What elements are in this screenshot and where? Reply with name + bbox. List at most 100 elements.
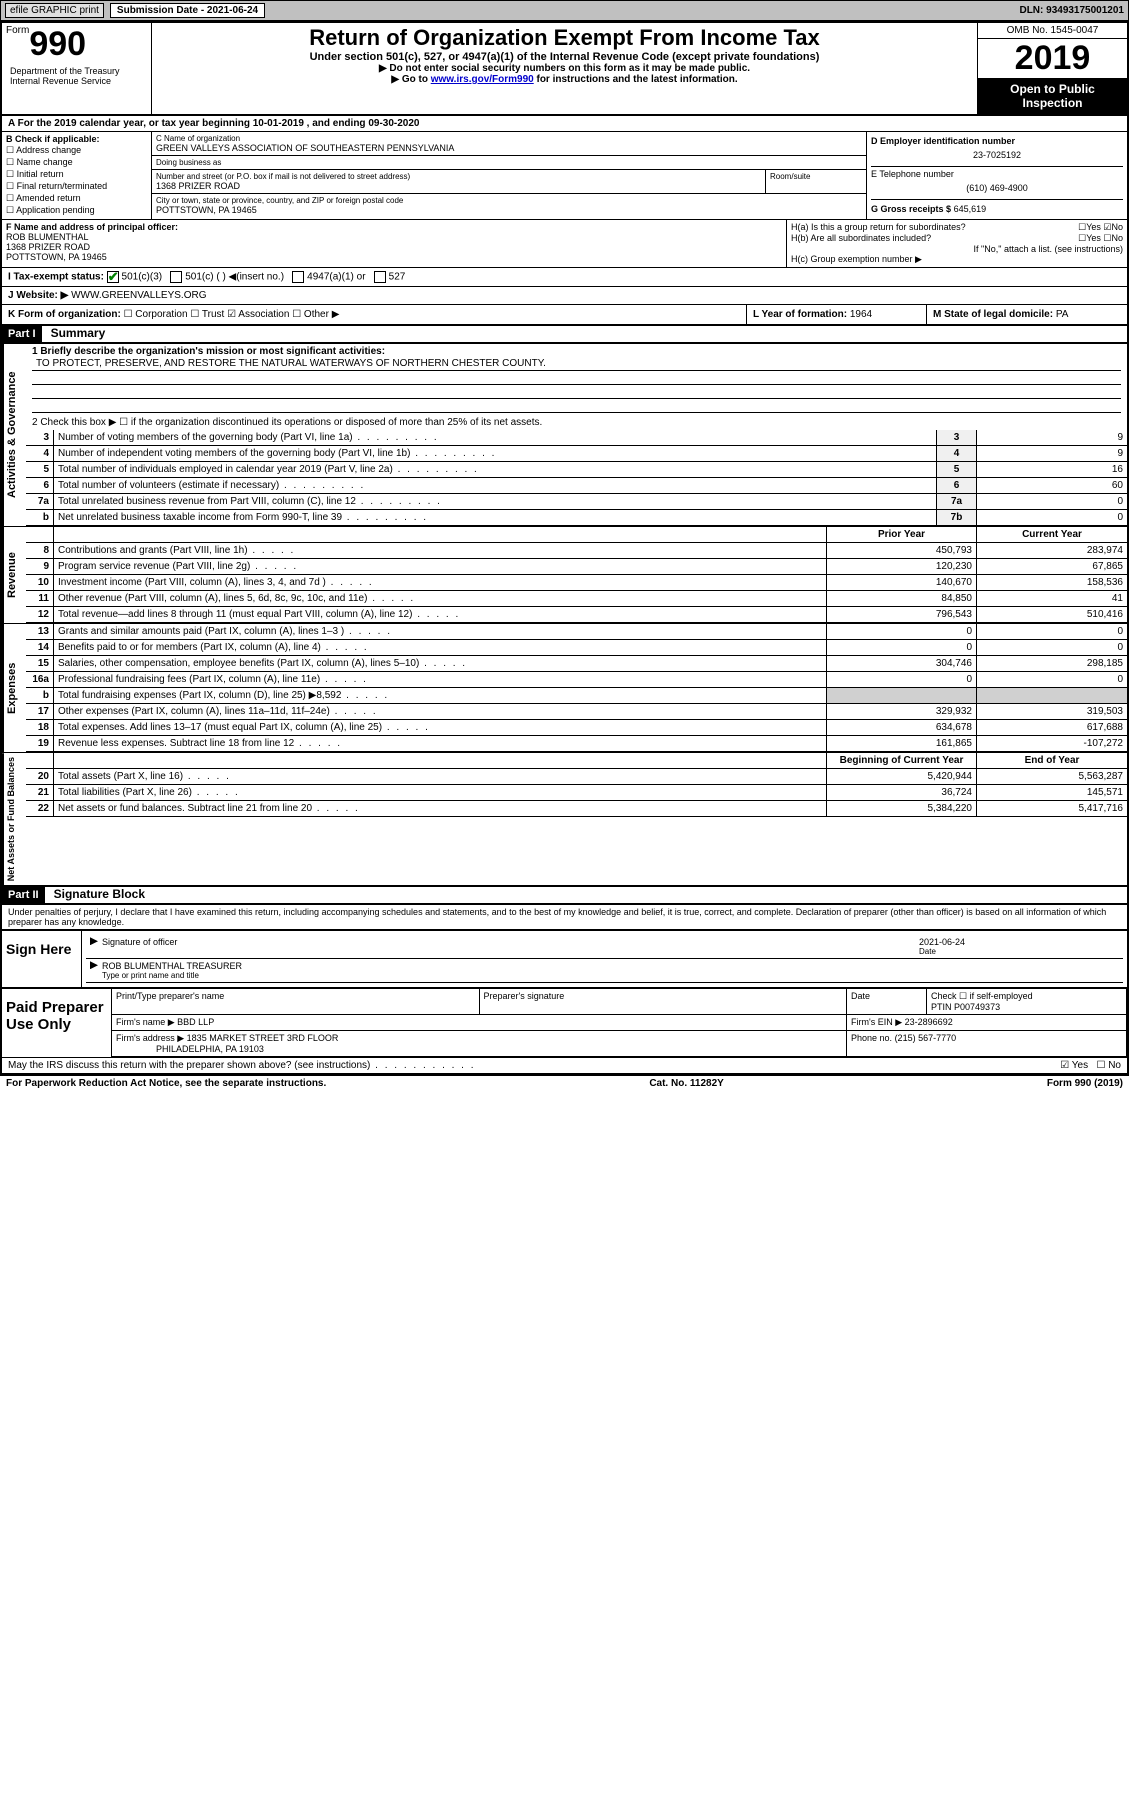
preparer-header-row: Print/Type preparer's name Preparer's si…: [112, 989, 1127, 1015]
firm-phone: (215) 567-7770: [895, 1033, 957, 1043]
end-year-header: End of Year: [977, 753, 1127, 768]
col-headers-netassets: Beginning of Current Year End of Year: [26, 753, 1127, 769]
expenses-side: Expenses: [2, 624, 26, 752]
form-990: Form990 Department of the Treasury Inter…: [0, 21, 1129, 1075]
cat-no: Cat. No. 11282Y: [649, 1078, 723, 1089]
begin-year-header: Beginning of Current Year: [827, 753, 977, 768]
line-17: 17 Other expenses (Part IX, column (A), …: [26, 704, 1127, 720]
chk-4947[interactable]: [292, 271, 304, 283]
line-15: 15 Salaries, other compensation, employe…: [26, 656, 1127, 672]
year-box: OMB No. 1545-0047 2019 Open to Public In…: [977, 23, 1127, 114]
firm-addr-row: Firm's address ▶ 1835 MARKET STREET 3RD …: [112, 1031, 1127, 1057]
officer-name-line: ROB BLUMENTHAL TREASURER Type or print n…: [86, 959, 1123, 983]
line-14: 14 Benefits paid to or for members (Part…: [26, 640, 1127, 656]
part1-header-row: Part I Summary: [2, 324, 1127, 343]
city-state-zip: POTTSTOWN, PA 19465: [156, 205, 862, 215]
line-4: 4 Number of independent voting members o…: [26, 446, 1127, 462]
preparer-block: Paid Preparer Use Only Print/Type prepar…: [2, 987, 1127, 1057]
dba-box: Doing business as: [152, 156, 866, 170]
hb-yes[interactable]: ☐Yes: [1078, 233, 1101, 244]
form-title: Return of Organization Exempt From Incom…: [156, 25, 973, 51]
city-box: City or town, state or province, country…: [152, 194, 866, 217]
line-20: 20 Total assets (Part X, line 16) . . . …: [26, 769, 1127, 785]
submission-date: Submission Date - 2021-06-24: [110, 3, 265, 18]
line-9: 9 Program service revenue (Part VIII, li…: [26, 559, 1127, 575]
ha-yes[interactable]: ☐Yes: [1078, 222, 1101, 233]
hb-no[interactable]: ☐No: [1103, 233, 1123, 244]
ein-value: 23-7025192: [871, 146, 1123, 164]
graphic-print-button[interactable]: efile GRAPHIC print: [5, 3, 104, 18]
org-name-box: C Name of organization GREEN VALLEYS ASS…: [152, 132, 866, 156]
mission-text: TO PROTECT, PRESERVE, AND RESTORE THE NA…: [32, 357, 1121, 371]
officer-name: ROB BLUMENTHAL: [6, 232, 782, 242]
expenses-section: Expenses 13 Grants and similar amounts p…: [2, 623, 1127, 752]
line-13: 13 Grants and similar amounts paid (Part…: [26, 624, 1127, 640]
line-7a: 7a Total unrelated business revenue from…: [26, 494, 1127, 510]
line-5: 5 Total number of individuals employed i…: [26, 462, 1127, 478]
discuss-no[interactable]: ☐ No: [1096, 1060, 1121, 1071]
form-title-box: Return of Organization Exempt From Incom…: [152, 23, 977, 114]
arrow-icon: [90, 937, 98, 945]
firm-addr1: 1835 MARKET STREET 3RD FLOOR: [187, 1033, 339, 1043]
discuss-row: May the IRS discuss this return with the…: [2, 1057, 1127, 1073]
part2-header-row: Part II Signature Block: [2, 885, 1127, 904]
line-22: 22 Net assets or fund balances. Subtract…: [26, 801, 1127, 817]
line-21: 21 Total liabilities (Part X, line 26) .…: [26, 785, 1127, 801]
year-formation: 1964: [850, 309, 872, 320]
row-a-period: A For the 2019 calendar year, or tax yea…: [2, 116, 1127, 132]
chk-501c3[interactable]: [107, 271, 119, 283]
sig-date: 2021-06-24: [919, 937, 1119, 947]
form-footer: Form 990 (2019): [1047, 1078, 1123, 1089]
officer-group-row: F Name and address of principal officer:…: [2, 219, 1127, 267]
ha-no[interactable]: ☑No: [1103, 222, 1123, 233]
line-16a: 16a Professional fundraising fees (Part …: [26, 672, 1127, 688]
chk-527[interactable]: [374, 271, 386, 283]
preparer-label: Paid Preparer Use Only: [2, 989, 112, 1057]
hc-exemption: H(c) Group exemption number ▶: [791, 254, 1123, 265]
dept-label: Department of the Treasury Internal Reve…: [6, 64, 147, 88]
chk-final[interactable]: ☐ Final return/terminated: [6, 181, 147, 192]
tel-box: E Telephone number (610) 469-4900: [871, 167, 1123, 200]
col-headers-revenue: Prior Year Current Year: [26, 527, 1127, 543]
chk-address[interactable]: ☐ Address change: [6, 145, 147, 156]
form-subtitle: Under section 501(c), 527, or 4947(a)(1)…: [156, 51, 973, 63]
box-d: D Employer identification number 23-7025…: [867, 132, 1127, 219]
firm-name-row: Firm's name ▶ BBD LLP Firm's EIN ▶ 23-28…: [112, 1015, 1127, 1031]
line-b: b Total fundraising expenses (Part IX, c…: [26, 688, 1127, 704]
gross-receipts: 645,619: [954, 204, 987, 214]
firm-name: BBD LLP: [177, 1017, 214, 1027]
telephone: (610) 469-4900: [871, 179, 1123, 197]
ptin: P00749373: [954, 1002, 1000, 1012]
tax-year: 2019: [978, 39, 1127, 78]
ein-box: D Employer identification number 23-7025…: [871, 134, 1123, 167]
line-b: b Net unrelated business taxable income …: [26, 510, 1127, 526]
efile-header: efile GRAPHIC print Submission Date - 20…: [0, 0, 1129, 21]
governance-side: Activities & Governance: [2, 344, 26, 526]
chk-amended[interactable]: ☐ Amended return: [6, 193, 147, 204]
line-3: 3 Number of voting members of the govern…: [26, 430, 1127, 446]
box-k: K Form of organization: ☐ Corporation ☐ …: [2, 305, 747, 324]
chk-pending[interactable]: ☐ Application pending: [6, 205, 147, 216]
irs-link[interactable]: www.irs.gov/Form990: [431, 74, 534, 85]
gross-box: G Gross receipts $ 645,619: [871, 200, 1123, 214]
row-klm: K Form of organization: ☐ Corporation ☐ …: [2, 304, 1127, 324]
penalties-text: Under penalties of perjury, I declare th…: [2, 904, 1127, 929]
form-number-box: Form990 Department of the Treasury Inter…: [2, 23, 152, 114]
org-name: GREEN VALLEYS ASSOCIATION OF SOUTHEASTER…: [156, 143, 862, 153]
chk-name[interactable]: ☐ Name change: [6, 157, 147, 168]
omb-number: OMB No. 1545-0047: [978, 23, 1127, 39]
identity-grid: B Check if applicable: ☐ Address change …: [2, 132, 1127, 219]
line-8: 8 Contributions and grants (Part VIII, l…: [26, 543, 1127, 559]
governance-section: Activities & Governance 1 Briefly descri…: [2, 343, 1127, 526]
discuss-yes[interactable]: ☑ Yes: [1060, 1060, 1088, 1071]
box-b: B Check if applicable: ☐ Address change …: [2, 132, 152, 219]
chk-501c[interactable]: [170, 271, 182, 283]
row-j: J Website: ▶ WWW.GREENVALLEYS.ORG: [2, 286, 1127, 304]
chk-initial[interactable]: ☐ Initial return: [6, 169, 147, 180]
website-url[interactable]: WWW.GREENVALLEYS.ORG: [71, 290, 206, 301]
part2-label: Part II: [2, 887, 45, 903]
box-c: C Name of organization GREEN VALLEYS ASS…: [152, 132, 867, 219]
box-l: L Year of formation: 1964: [747, 305, 927, 324]
open-inspection: Open to Public Inspection: [978, 78, 1127, 114]
part1-label: Part I: [2, 326, 42, 342]
